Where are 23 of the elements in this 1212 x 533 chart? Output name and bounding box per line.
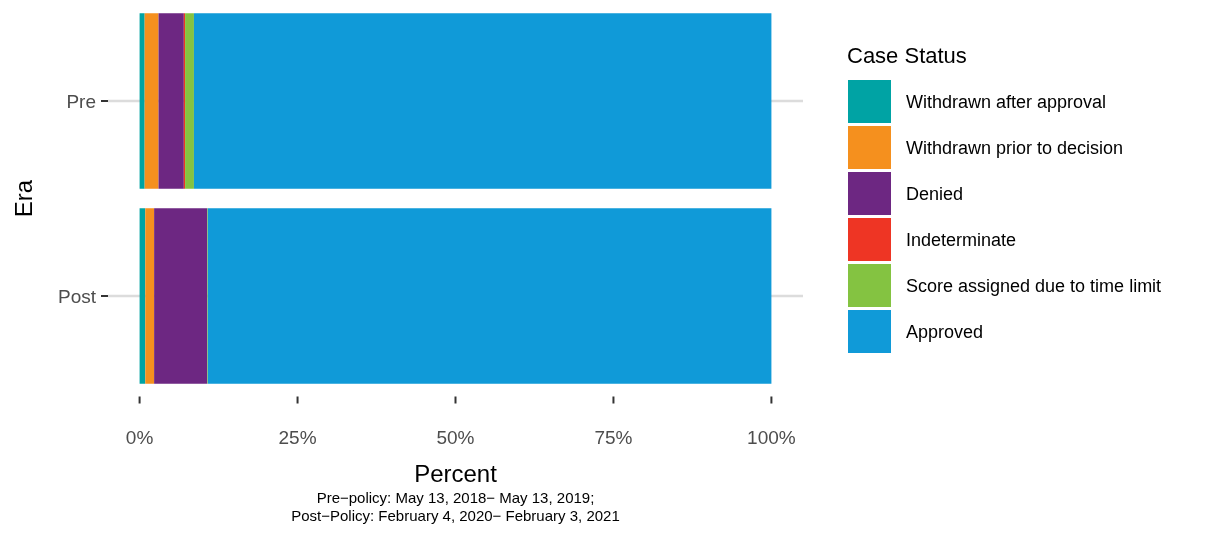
bar — [144, 13, 159, 189]
x-tick-label: 75% — [594, 426, 633, 448]
legend-label: Denied — [906, 183, 964, 204]
text: Pre−policy: May 13, 2018− May 13, 2019; Post−Policy: February 4, 2020− February 3, 2021 — [291, 489, 620, 524]
x-tick-label: 50% — [436, 426, 475, 448]
x-tick-label: 25% — [278, 426, 317, 448]
x-tick-label: 0% — [125, 426, 154, 448]
legend-label: Withdrawn prior to decision — [906, 137, 1124, 158]
legend-label: Score assigned due to time limit — [906, 275, 1162, 296]
legend-label: Indeterminate — [906, 229, 1017, 250]
legend-label: Withdrawn after approval — [906, 91, 1107, 112]
bar — [145, 208, 155, 384]
y-axis-title: Era — [10, 179, 37, 218]
bar — [154, 208, 208, 384]
y-tick-label: Pre — [66, 90, 96, 112]
y-tick-label: Post — [57, 285, 97, 307]
x-axis-title: Percent — [414, 460, 498, 487]
legend-label: Approved — [906, 321, 984, 342]
bar — [158, 13, 184, 189]
bar — [185, 13, 194, 189]
bar — [139, 13, 145, 189]
x-tick-label: 100% — [747, 426, 796, 448]
legend-title: Case Status — [847, 43, 967, 68]
